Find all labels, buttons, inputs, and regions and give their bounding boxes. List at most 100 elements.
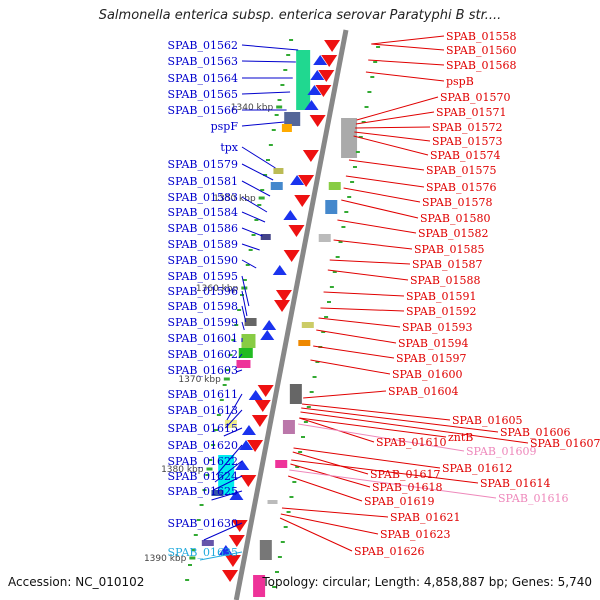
right-gene-label: SPAB_01616 <box>498 492 568 505</box>
right-gene-label: SPAB_01587 <box>412 258 482 271</box>
right-gene-label: SPAB_01568 <box>446 59 516 72</box>
right-gene-label: SPAB_01578 <box>422 196 492 209</box>
left-gene-label: SPAB_01602 <box>168 348 238 361</box>
right-gene-arrow <box>228 535 245 547</box>
right-gene-arrow <box>318 70 335 82</box>
right-gene-arrow <box>257 385 274 397</box>
left-label-leader <box>236 369 243 373</box>
left-gene-block <box>236 360 251 368</box>
right-label-leader <box>365 71 445 82</box>
right-gene-label: SPAB_01594 <box>398 337 468 350</box>
right-gene-label: SPAB_01576 <box>426 181 496 194</box>
right-gene-label: SPAB_01612 <box>442 462 512 475</box>
right-gene-label: SPAB_01610 <box>376 436 446 449</box>
left-gene-block <box>270 182 283 190</box>
right-label-leader <box>348 159 425 171</box>
right-label-leader <box>281 507 389 518</box>
right-gene-arrow <box>222 570 239 582</box>
right-label-leader <box>287 475 363 502</box>
label-leaders <box>199 35 529 561</box>
right-label-leader <box>310 359 391 375</box>
right-gene-label: SPAB_01585 <box>414 243 484 256</box>
left-label-leader <box>225 409 243 429</box>
right-label-leader <box>303 390 387 399</box>
left-gene-label: SPAB_01589 <box>168 238 238 251</box>
left-gene-label: SPAB_01563 <box>168 55 238 68</box>
kbp-label: 1350 kbp <box>213 194 256 204</box>
right-label-leader <box>280 513 379 535</box>
left-label-leader <box>241 259 257 269</box>
left-label-leader <box>241 305 247 323</box>
right-label-leader <box>316 329 397 344</box>
right-label-leader <box>327 269 409 281</box>
left-label-leader <box>241 275 250 307</box>
left-gene-arrow <box>229 490 244 500</box>
right-gene-arrow <box>309 115 326 127</box>
right-label-leader <box>293 447 441 469</box>
left-gene-block <box>260 234 271 240</box>
left-gene-label: tpx <box>220 141 238 154</box>
right-gene-label: SPAB_01623 <box>380 528 450 541</box>
right-label-leader <box>320 307 405 312</box>
left-gene-block <box>201 540 214 546</box>
left-label-leader <box>199 551 243 561</box>
left-label-leader <box>241 163 274 181</box>
right-gene-label: pspB <box>446 75 474 88</box>
left-gene-block <box>244 318 257 326</box>
gene-features <box>201 40 358 597</box>
left-gene-block <box>281 124 292 132</box>
left-gene-block <box>224 420 237 428</box>
topology-summary: Topology: circular; Length: 4,858,887 bp… <box>262 575 592 589</box>
left-label-leader <box>241 44 299 51</box>
left-gene-arrow <box>313 55 328 65</box>
page-title: Salmonella enterica subsp. enterica sero… <box>98 8 502 23</box>
right-gene-arrow <box>321 55 338 67</box>
right-gene-label: SPAB_01605 <box>452 414 522 427</box>
left-label-leader <box>241 146 276 169</box>
left-gene-label: SPAB_01586 <box>168 222 238 235</box>
right-gene-arrow <box>240 475 257 487</box>
right-gene-block <box>259 540 272 560</box>
right-label-leader <box>291 459 479 484</box>
right-gene-arrow <box>247 440 264 452</box>
left-gene-label: SPAB_01564 <box>168 72 238 85</box>
right-gene-block <box>328 182 341 190</box>
right-gene-arrow <box>315 85 332 97</box>
left-label-leader <box>211 490 243 501</box>
right-gene-arrow <box>254 400 271 412</box>
left-label-leader <box>214 460 243 483</box>
left-gene-arrow <box>262 320 277 330</box>
kbp-label: 1390 kbp <box>144 554 187 564</box>
chromosome-backbone <box>185 29 381 600</box>
left-label-leader <box>203 522 243 541</box>
left-gene-arrow <box>310 70 325 80</box>
left-gene-label: SPAB_01596 <box>168 285 238 298</box>
right-gene-arrow <box>294 195 311 207</box>
right-label-leader <box>298 423 465 452</box>
left-gene-label: SPAB_01635 <box>168 546 238 559</box>
left-label-leader <box>238 353 243 359</box>
left-gene-arrow <box>290 175 305 185</box>
left-gene-label: SPAB_01566 <box>168 104 238 117</box>
left-gene-arrow <box>272 265 287 275</box>
right-gene-arrow <box>283 250 300 262</box>
left-gene-label: SPAB_01611 <box>168 388 238 401</box>
right-gene-label: SPAB_01573 <box>432 135 502 148</box>
right-gene-block <box>301 322 314 328</box>
right-label-leader <box>355 111 435 125</box>
kbp-label: 1380 kbp <box>161 465 204 475</box>
right-label-leader <box>289 469 497 499</box>
left-gene-block <box>284 112 301 126</box>
left-label-leader <box>241 321 245 331</box>
kbp-label: 1370 kbp <box>178 375 221 385</box>
right-gene-arrow <box>274 300 291 312</box>
left-gene-label: SPAB_01603 <box>168 364 238 377</box>
right-gene-arrow <box>231 520 248 532</box>
right-gene-label: SPAB_01588 <box>410 274 480 287</box>
left-gene-arrow <box>283 210 298 220</box>
right-gene-arrow <box>324 40 341 52</box>
right-gene-label: SPAB_01618 <box>372 481 442 494</box>
right-label-leader <box>341 199 419 219</box>
right-gene-label: SPAB_01580 <box>420 212 490 225</box>
right-gene-block <box>289 384 302 404</box>
